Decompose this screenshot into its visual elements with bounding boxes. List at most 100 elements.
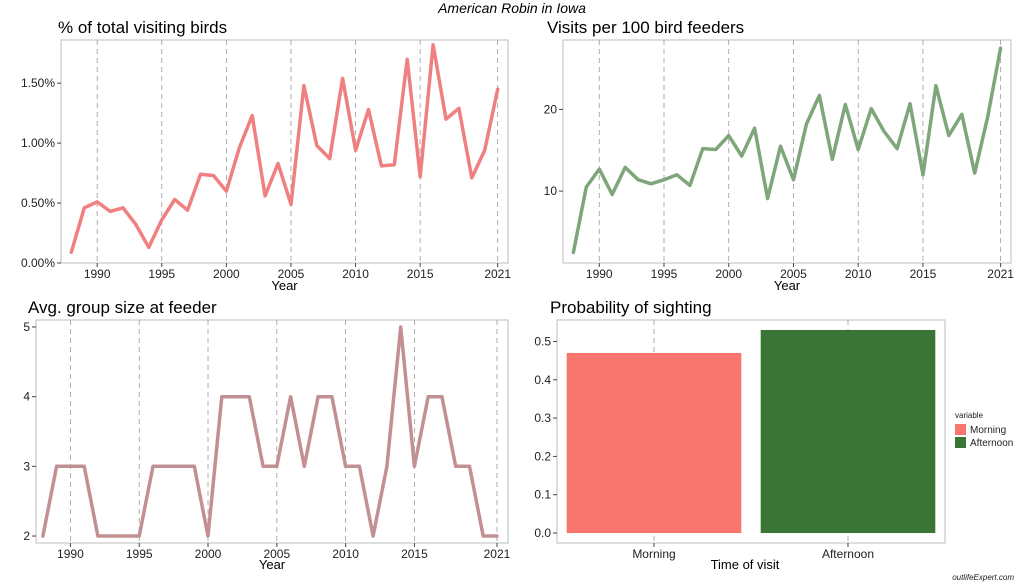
data-point (344, 465, 347, 468)
chart-title: % of total visiting birds (58, 18, 227, 37)
data-point (193, 465, 196, 468)
data-point (151, 465, 155, 468)
y-tick-label: 2 (23, 529, 30, 543)
data-point (220, 395, 223, 398)
x-tick-label: 2015 (910, 267, 937, 281)
x-tick-label: 2021 (484, 547, 511, 561)
figure-title: American Robin in Iowa (438, 0, 586, 16)
y-tick-label: 0.1 (534, 488, 551, 502)
x-tick-label: 2021 (987, 267, 1014, 281)
data-point (611, 193, 614, 196)
data-point (302, 84, 306, 87)
panel-border (556, 319, 946, 544)
data-point (316, 395, 320, 398)
data-point (234, 395, 237, 398)
y-tick-label: 5 (23, 320, 30, 334)
panel-border (60, 39, 509, 264)
y-tick-label: 0.2 (534, 449, 551, 463)
data-point (740, 154, 743, 158)
data-point (110, 534, 113, 538)
data-point (173, 198, 176, 201)
data-point (393, 163, 396, 166)
y-tick-label: 0.4 (534, 373, 551, 387)
data-point (289, 203, 293, 206)
data-point (688, 184, 692, 187)
y-tick-label: 20 (544, 102, 558, 116)
y-tick-label: 4 (23, 390, 30, 404)
legend-title: variable (955, 411, 984, 420)
data-point (482, 534, 485, 538)
data-point (275, 465, 279, 468)
data-point (238, 146, 241, 150)
legend: variable Morning Afternoon (955, 411, 1013, 449)
data-point (457, 107, 461, 110)
data-point (82, 465, 86, 468)
data-point (895, 147, 899, 150)
data-point (134, 223, 138, 226)
data-point (303, 465, 306, 468)
legend-label: Afternoon (970, 438, 1013, 449)
bar-afternoon (760, 329, 936, 534)
data-point (792, 178, 795, 181)
chart-title: Visits per 100 bird feeders (547, 18, 744, 37)
data-point (431, 43, 435, 46)
data-point (701, 147, 705, 150)
legend-swatch (955, 437, 966, 448)
data-point (263, 194, 267, 198)
data-point (354, 149, 357, 152)
data-point (585, 185, 588, 189)
chart-panel-4: Probability of sighting 0.0 0.1 0.2 0.3 0.4 0.… (534, 298, 1013, 572)
data-point (727, 134, 730, 137)
x-tick-label: Morning (632, 547, 675, 561)
data-point (212, 174, 215, 177)
series-line (41, 325, 499, 538)
data-point (225, 189, 228, 193)
data-point (315, 144, 318, 147)
data-point (160, 218, 163, 222)
x-axis-label: Year (259, 557, 286, 572)
data-point (495, 534, 499, 538)
x-axis-label: Year (774, 278, 801, 293)
y-tick-label: 0.0 (534, 526, 551, 540)
data-point (753, 127, 756, 130)
x-tick-label: 1990 (586, 267, 613, 281)
series-line (69, 43, 500, 254)
data-point (999, 46, 1002, 50)
data-point (413, 465, 416, 468)
data-point (186, 209, 189, 212)
panel-border (35, 319, 509, 544)
data-point (470, 176, 474, 180)
data-point (199, 173, 202, 176)
data-point (468, 465, 471, 468)
data-point (572, 251, 575, 254)
data-point (454, 465, 457, 468)
data-point (986, 115, 989, 118)
x-tick-label: 2010 (332, 547, 359, 561)
chart-title: Probability of sighting (550, 298, 712, 317)
data-point (55, 465, 58, 468)
data-point (779, 144, 782, 148)
data-point (380, 164, 383, 168)
data-point (330, 395, 334, 398)
data-point (96, 534, 100, 538)
y-tick-label: 10 (544, 184, 558, 198)
x-tick-label: 1990 (57, 547, 84, 561)
data-point (960, 113, 963, 116)
data-point (341, 77, 344, 80)
data-point (367, 108, 370, 111)
y-tick-label: 1.50% (21, 76, 55, 90)
y-tick-label: 0.00% (21, 256, 55, 270)
panel-border (562, 39, 1012, 264)
data-point (418, 175, 422, 178)
data-point (406, 57, 409, 61)
data-point (147, 246, 151, 249)
data-point (675, 173, 679, 176)
data-point (179, 465, 182, 468)
data-point (69, 465, 72, 468)
data-point (385, 465, 389, 468)
data-point (83, 206, 86, 210)
data-point (371, 534, 375, 538)
series-line (571, 46, 1003, 255)
data-point (70, 251, 73, 254)
